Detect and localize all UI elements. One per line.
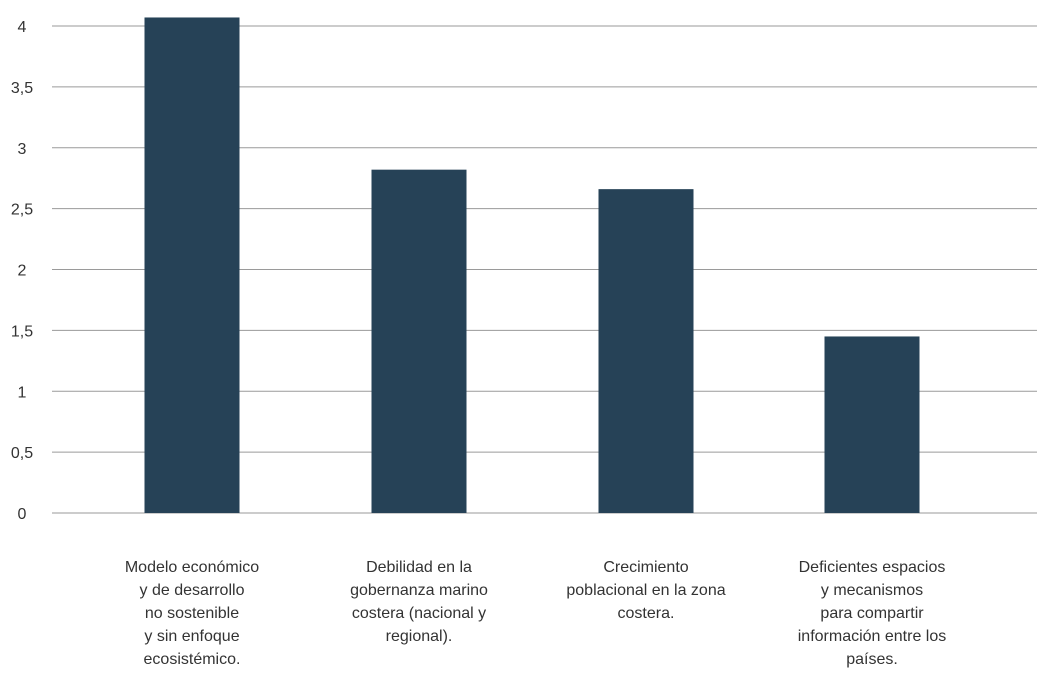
x-category-label-line: Modelo económico [125, 559, 259, 576]
y-tick-label: 0 [18, 506, 27, 523]
y-tick-label: 0,5 [11, 445, 33, 462]
x-category-label: Crecimiento poblacional en la zona costera… [566, 559, 725, 622]
x-category-label-line: costera. [618, 605, 675, 622]
bars [144, 17, 920, 514]
x-category-label-line: Deficientes espacios [799, 559, 946, 576]
bar [598, 189, 694, 513]
y-axis-tick-labels: 0 0,5 1 1,5 2 2,5 3 3,5 4 [11, 19, 33, 523]
y-tick-label: 2 [18, 263, 27, 280]
x-category-label-line: y mecanismos [821, 582, 923, 599]
x-category-label: Debilidad en la gobernanza marino costera … [350, 559, 488, 645]
y-tick-label: 3,5 [11, 80, 33, 97]
x-category-label-line: países. [846, 651, 898, 668]
y-tick-label: 1,5 [11, 323, 33, 340]
x-category-label-line: Crecimiento [603, 559, 688, 576]
x-category-label-line: costera (nacional y [352, 605, 486, 622]
x-category-label: Deficientes espacios y mecanismos para com… [798, 559, 947, 668]
x-category-label-line: gobernanza marino [350, 582, 488, 599]
x-category-label-line: y sin enfoque [144, 628, 239, 645]
x-axis-category-labels: Modelo económico y de desarrollo no sosten… [125, 559, 946, 668]
y-tick-label: 3 [18, 141, 27, 158]
x-category-label-line: Debilidad en la [366, 559, 472, 576]
bar [371, 169, 467, 514]
x-category-label-line: y de desarrollo [140, 582, 245, 599]
y-tick-label: 4 [18, 19, 27, 36]
x-category-label-line: para compartir [820, 605, 924, 622]
bar [144, 17, 240, 513]
x-category-label: Modelo económico y de desarrollo no sosten… [125, 559, 259, 668]
x-category-label-line: regional). [386, 628, 453, 645]
y-tick-label: 1 [18, 384, 27, 401]
x-category-label-line: ecosistémico. [144, 651, 241, 668]
x-category-label-line: poblacional en la zona [566, 582, 725, 599]
y-tick-label: 2,5 [11, 202, 33, 219]
x-category-label-line: no sostenible [145, 605, 239, 622]
x-category-label-line: información entre los [798, 628, 947, 645]
bar [824, 336, 920, 513]
